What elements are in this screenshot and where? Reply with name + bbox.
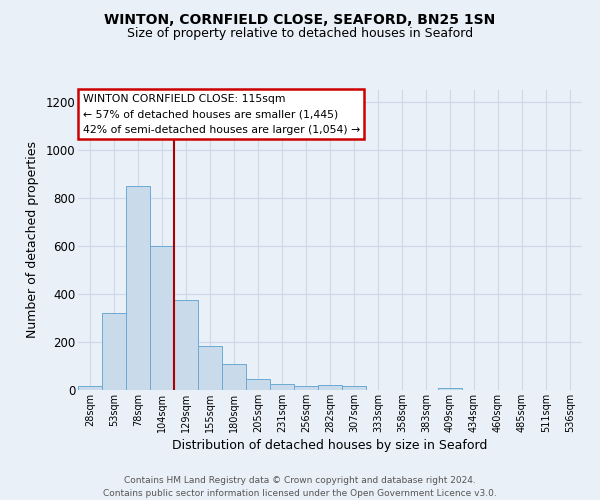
- Text: Size of property relative to detached houses in Seaford: Size of property relative to detached ho…: [127, 28, 473, 40]
- Text: WINTON CORNFIELD CLOSE: 115sqm
← 57% of detached houses are smaller (1,445)
42% : WINTON CORNFIELD CLOSE: 115sqm ← 57% of …: [83, 94, 360, 135]
- Text: WINTON, CORNFIELD CLOSE, SEAFORD, BN25 1SN: WINTON, CORNFIELD CLOSE, SEAFORD, BN25 1…: [104, 12, 496, 26]
- Bar: [294, 386, 318, 390]
- Bar: [246, 378, 270, 390]
- Bar: [318, 384, 342, 390]
- Bar: [150, 246, 174, 390]
- Bar: [174, 300, 198, 390]
- X-axis label: Distribution of detached houses by size in Seaford: Distribution of detached houses by size …: [172, 439, 488, 452]
- Text: Contains HM Land Registry data © Crown copyright and database right 2024.
Contai: Contains HM Land Registry data © Crown c…: [103, 476, 497, 498]
- Bar: [438, 388, 462, 390]
- Bar: [222, 364, 246, 390]
- Bar: [78, 386, 102, 390]
- Bar: [342, 386, 366, 390]
- Bar: [198, 346, 222, 390]
- Bar: [102, 313, 126, 390]
- Bar: [270, 384, 294, 390]
- Bar: [126, 186, 150, 390]
- Y-axis label: Number of detached properties: Number of detached properties: [26, 142, 38, 338]
